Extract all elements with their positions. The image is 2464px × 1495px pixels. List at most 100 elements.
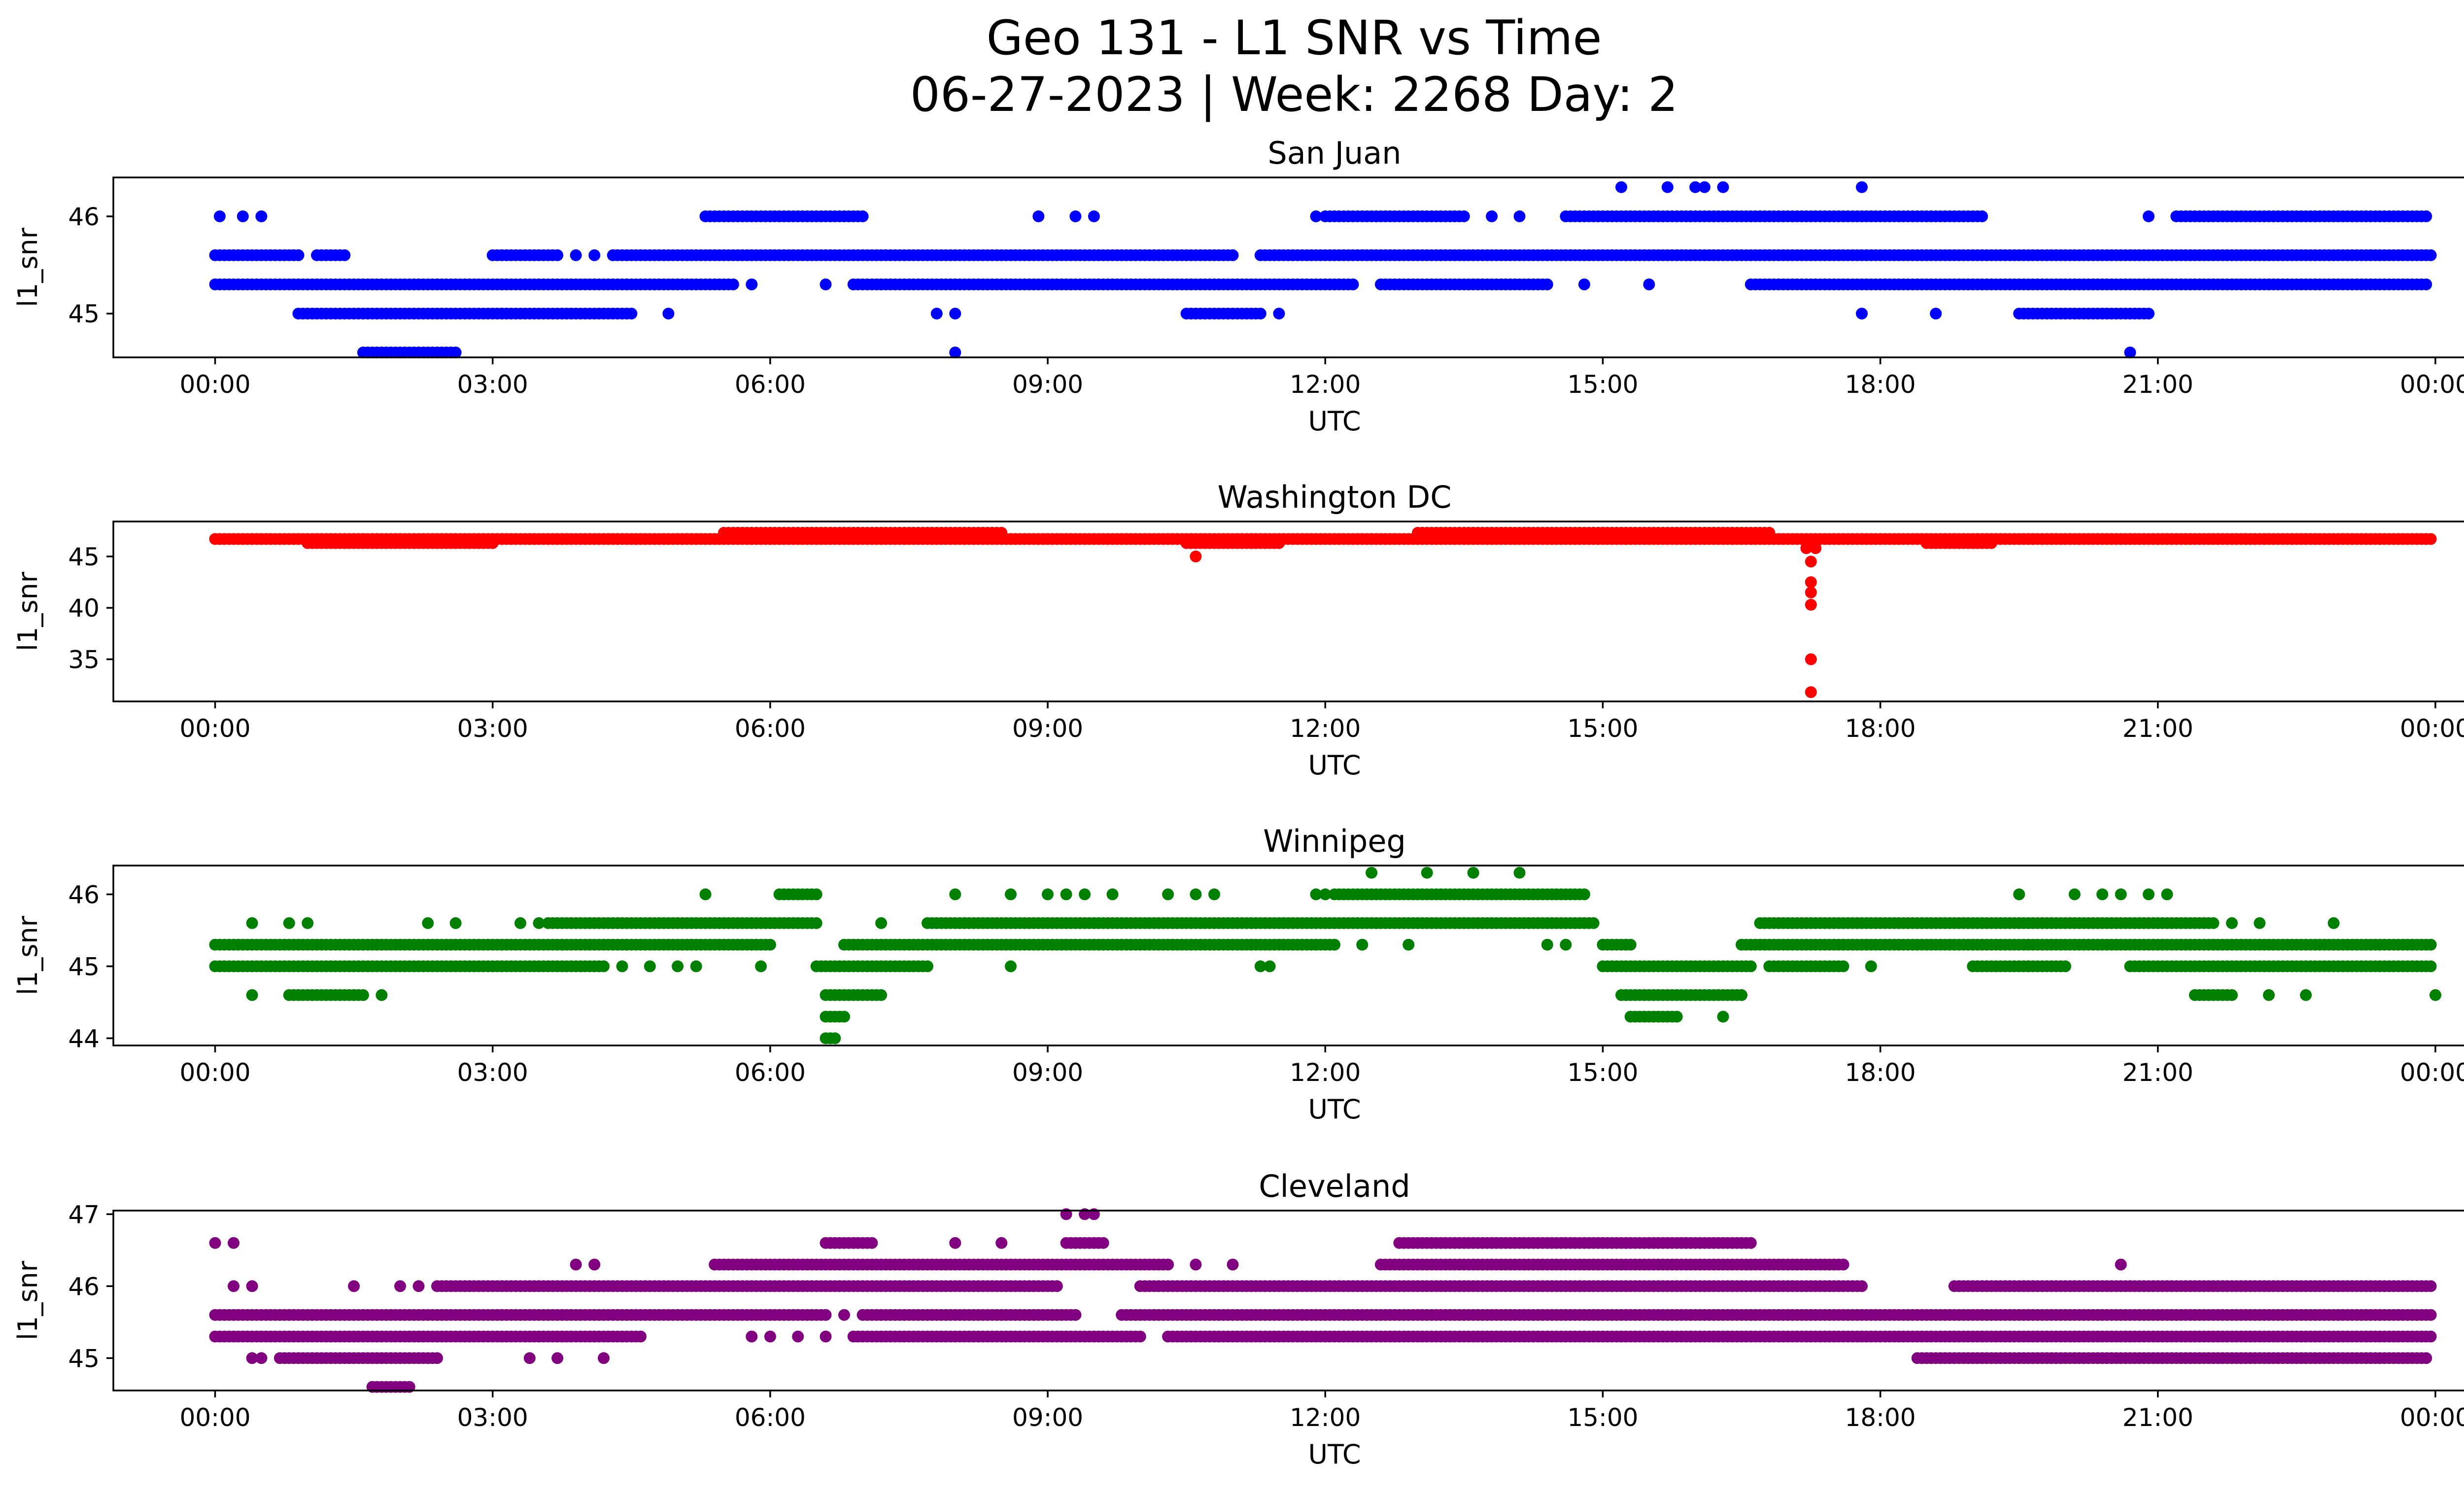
data-point	[838, 1309, 850, 1321]
data-point	[1319, 888, 1332, 901]
data-point	[588, 249, 601, 261]
x-axis-label: UTC	[1308, 1094, 1361, 1125]
data-point	[875, 917, 888, 929]
data-point	[1745, 960, 1757, 973]
y-tick-label: 44	[68, 1024, 100, 1053]
data-point	[1097, 1237, 1109, 1249]
data-point	[820, 1309, 832, 1321]
data-point	[357, 989, 369, 1001]
data-point	[1329, 939, 1340, 951]
data-point	[246, 989, 258, 1001]
data-point	[1005, 888, 1017, 901]
data-point	[1856, 181, 1868, 193]
data-point	[699, 888, 712, 901]
data-point	[523, 1352, 536, 1364]
data-point	[255, 1352, 268, 1364]
data-point	[1088, 210, 1100, 222]
data-point	[209, 1237, 221, 1249]
data-point	[551, 1352, 564, 1364]
points-washington-dc	[209, 526, 2437, 698]
data-point	[449, 917, 462, 929]
data-point	[1162, 1258, 1174, 1271]
x-tick-label: 15:00	[1567, 714, 1638, 743]
data-point	[1976, 210, 1988, 222]
data-point	[1805, 598, 1817, 611]
x-tick-label: 00:00	[179, 714, 250, 743]
data-point	[1624, 939, 1637, 951]
data-point	[2425, 1309, 2437, 1321]
data-point	[930, 308, 943, 320]
x-axis-label: UTC	[1308, 1439, 1361, 1470]
data-point	[1403, 939, 1415, 951]
data-point	[213, 210, 226, 222]
data-point	[1347, 278, 1359, 290]
data-point	[1032, 210, 1045, 222]
y-tick-label: 45	[68, 952, 100, 981]
data-point	[302, 917, 314, 929]
x-tick-label: 00:00	[2400, 1058, 2464, 1087]
data-point	[1523, 526, 1535, 539]
data-point	[616, 960, 628, 973]
data-point	[422, 917, 434, 929]
data-point	[1805, 686, 1817, 698]
data-point	[431, 1352, 443, 1364]
points-san-juan	[209, 181, 2437, 359]
data-point	[1985, 537, 1997, 549]
data-point	[949, 1237, 961, 1249]
data-point	[1254, 308, 1266, 320]
data-point	[1736, 989, 1747, 1001]
data-point	[1106, 888, 1119, 901]
data-point	[1856, 1280, 1868, 1292]
x-tick-label: 15:00	[1567, 1058, 1638, 1087]
data-point	[2420, 210, 2432, 222]
data-point	[1578, 888, 1590, 901]
x-tick-label: 15:00	[1567, 1403, 1638, 1432]
x-tick-label: 03:00	[457, 1058, 528, 1087]
data-point	[1513, 210, 1526, 222]
data-point	[635, 1330, 647, 1343]
data-point	[820, 278, 832, 290]
data-point	[292, 249, 305, 261]
data-point	[1227, 1258, 1239, 1271]
data-point	[690, 960, 702, 973]
data-point	[1763, 526, 1776, 539]
data-point	[376, 989, 388, 1001]
data-point	[746, 1330, 758, 1343]
data-point	[449, 347, 462, 359]
data-point	[2207, 917, 2220, 929]
x-tick-label: 06:00	[735, 370, 806, 399]
data-point	[2226, 989, 2238, 1001]
data-point	[2425, 960, 2437, 973]
data-point	[662, 308, 675, 320]
x-tick-label: 03:00	[457, 1403, 528, 1432]
data-point	[1134, 1330, 1146, 1343]
data-point	[1005, 960, 1017, 973]
data-point	[1805, 586, 1817, 598]
axes-frame	[112, 865, 2464, 1046]
data-point	[1541, 939, 1553, 951]
data-point	[228, 1237, 240, 1249]
data-point	[829, 1032, 841, 1044]
axes-frame	[112, 176, 2464, 358]
data-point	[1486, 210, 1498, 222]
data-point	[1698, 181, 1711, 193]
data-point	[1273, 308, 1285, 320]
data-point	[949, 347, 961, 359]
data-point	[764, 1330, 776, 1343]
x-tick-label: 00:00	[2400, 1403, 2464, 1432]
subplot-title: San Juan	[1267, 135, 1401, 171]
data-point	[1837, 960, 1849, 973]
x-tick-label: 21:00	[2122, 1403, 2193, 1432]
data-point	[2425, 1280, 2437, 1292]
data-point	[949, 888, 961, 901]
data-point	[1513, 867, 1526, 879]
data-point	[2161, 888, 2173, 901]
data-point	[2420, 1352, 2432, 1364]
data-point	[1930, 308, 1942, 320]
data-point	[746, 278, 758, 290]
data-point	[412, 1280, 425, 1292]
data-point	[1560, 526, 1572, 539]
data-point	[995, 526, 1008, 539]
